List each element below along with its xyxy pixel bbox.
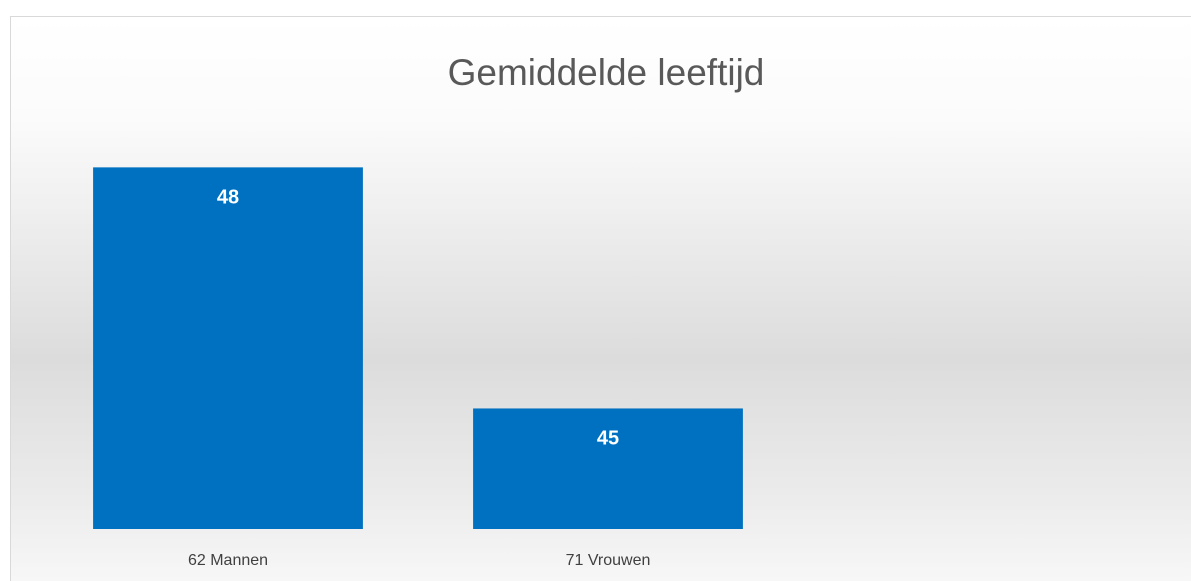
x-tick-label: 71 Vrouwen xyxy=(566,552,651,569)
bar xyxy=(473,408,743,529)
chart-title: Gemiddelde leeftijd xyxy=(448,52,765,93)
data-label: 48 xyxy=(217,187,239,209)
x-tick-label: 62 Mannen xyxy=(188,552,268,569)
data-label: 45 xyxy=(597,428,619,450)
bar xyxy=(93,167,363,529)
